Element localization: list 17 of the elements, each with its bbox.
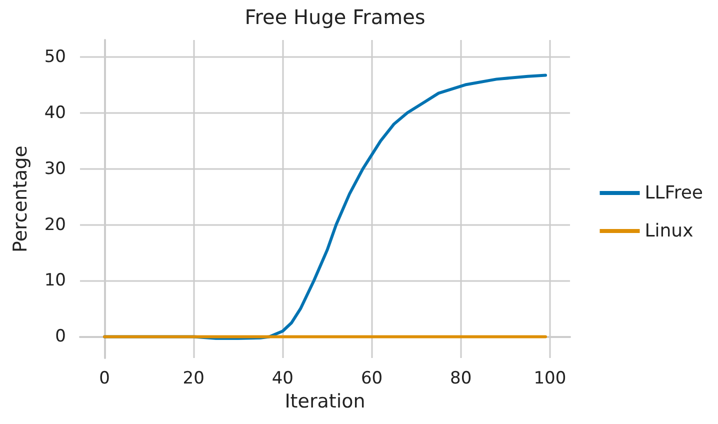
legend-label: Linux xyxy=(644,220,694,242)
x-tick-label: 0 xyxy=(99,368,110,388)
y-tick-label: 0 xyxy=(55,326,66,347)
y-tick-label: 40 xyxy=(44,102,66,123)
y-tick-label: 20 xyxy=(44,214,66,235)
legend-label: LLFree xyxy=(644,182,704,204)
x-tick-label: 40 xyxy=(272,368,294,388)
chart-title: Free Huge Frames xyxy=(244,5,426,29)
y-tick-label: 50 xyxy=(44,46,66,67)
x-axis-title: Iteration xyxy=(284,390,366,412)
x-tick-label: 100 xyxy=(534,368,566,388)
y-tick-label: 10 xyxy=(44,270,66,291)
y-axis-title: Percentage xyxy=(10,146,32,252)
x-tick-label: 60 xyxy=(360,368,383,388)
x-tick-label: 80 xyxy=(450,368,472,388)
y-tick-label: 30 xyxy=(44,158,66,179)
x-tick-label: 20 xyxy=(182,368,204,388)
